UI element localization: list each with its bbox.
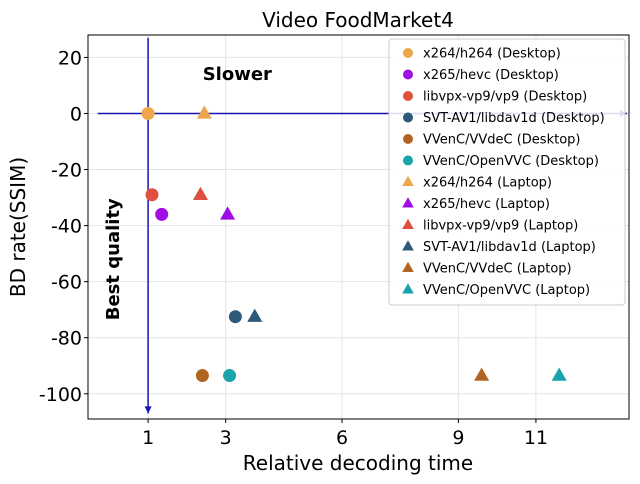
y-axis-label: BD rate(SSIM): [6, 157, 30, 297]
legend-marker: [402, 197, 414, 208]
annotation-best-quality: Best quality: [103, 198, 124, 320]
data-point-triangle: [551, 367, 567, 381]
data-point-circle: [145, 188, 159, 202]
legend-label: SVT-AV1/libdav1d (Desktop): [423, 111, 605, 126]
reference-arrow-head: [144, 406, 152, 414]
data-point-circle: [141, 106, 155, 120]
data-point-circle: [195, 369, 209, 383]
data-point-circle: [223, 369, 237, 383]
y-tick-label: 20: [58, 47, 82, 69]
data-point-circle: [155, 207, 169, 221]
x-axis-label: Relative decoding time: [243, 451, 473, 475]
legend-label: VVenC/VVdeC (Laptop): [423, 262, 572, 277]
legend-box: [388, 38, 626, 306]
y-tick-label: -60: [51, 272, 82, 294]
data-point-triangle: [474, 367, 490, 381]
legend-label: libvpx-vp9/vp9 (Desktop): [423, 90, 587, 105]
legend-marker: [403, 69, 413, 80]
data-point-circle: [228, 310, 242, 324]
data-point-triangle: [247, 308, 263, 322]
legend-marker: [403, 48, 413, 58]
x-tick-label: 9: [452, 427, 464, 449]
y-tick-label: 0: [70, 103, 82, 125]
legend-label: VVenC/OpenVVC (Desktop): [423, 154, 599, 169]
legend-label: x264/h264 (Laptop): [423, 176, 552, 191]
x-tick-label: 6: [336, 427, 348, 449]
annotation-slower: Slower: [203, 64, 272, 85]
y-tick-label: -40: [51, 216, 82, 238]
chart-title: Video FoodMarket4: [262, 8, 454, 32]
legend-marker: [402, 175, 414, 186]
data-points: [141, 105, 567, 383]
legend-label: VVenC/OpenVVC (Laptop): [423, 283, 590, 298]
annotations: Slower Best quality: [103, 64, 272, 320]
legend-label: x265/hevc (Laptop): [423, 197, 550, 212]
legend-marker: [403, 134, 413, 144]
legend-marker: [402, 261, 414, 272]
data-point-triangle: [192, 186, 209, 200]
legend-marker: [403, 112, 413, 123]
legend-marker: [402, 283, 414, 294]
legend: x264/h264 (Desktop) x265/hevc (Desktop) li…: [388, 38, 626, 306]
y-tick-label: -80: [51, 328, 82, 350]
data-point-triangle: [196, 105, 212, 119]
legend-label: x264/h264 (Desktop): [423, 47, 561, 62]
legend-label: VVenC/VVdeC (Desktop): [423, 133, 580, 148]
legend-marker: [403, 91, 413, 101]
y-tick-label: -100: [39, 384, 82, 406]
x-tick-label: 3: [220, 427, 232, 449]
y-tick-label: -20: [51, 160, 82, 182]
plot-frame: [87, 34, 630, 420]
data-point-triangle: [220, 206, 236, 220]
legend-marker: [403, 155, 413, 166]
x-tick-label: 1: [142, 427, 154, 449]
legend-label: libvpx-vp9/vp9 (Laptop): [423, 219, 578, 234]
legend-marker: [402, 240, 414, 251]
axis-ticks: 1 3 6 9 11 20 0 -20 -40 -60 -80 -100: [39, 47, 548, 449]
x-tick-label: 11: [524, 427, 548, 449]
legend-label: SVT-AV1/libdav1d (Laptop): [423, 240, 596, 255]
legend-marker: [402, 218, 414, 229]
legend-label: x265/hevc (Desktop): [423, 68, 559, 83]
